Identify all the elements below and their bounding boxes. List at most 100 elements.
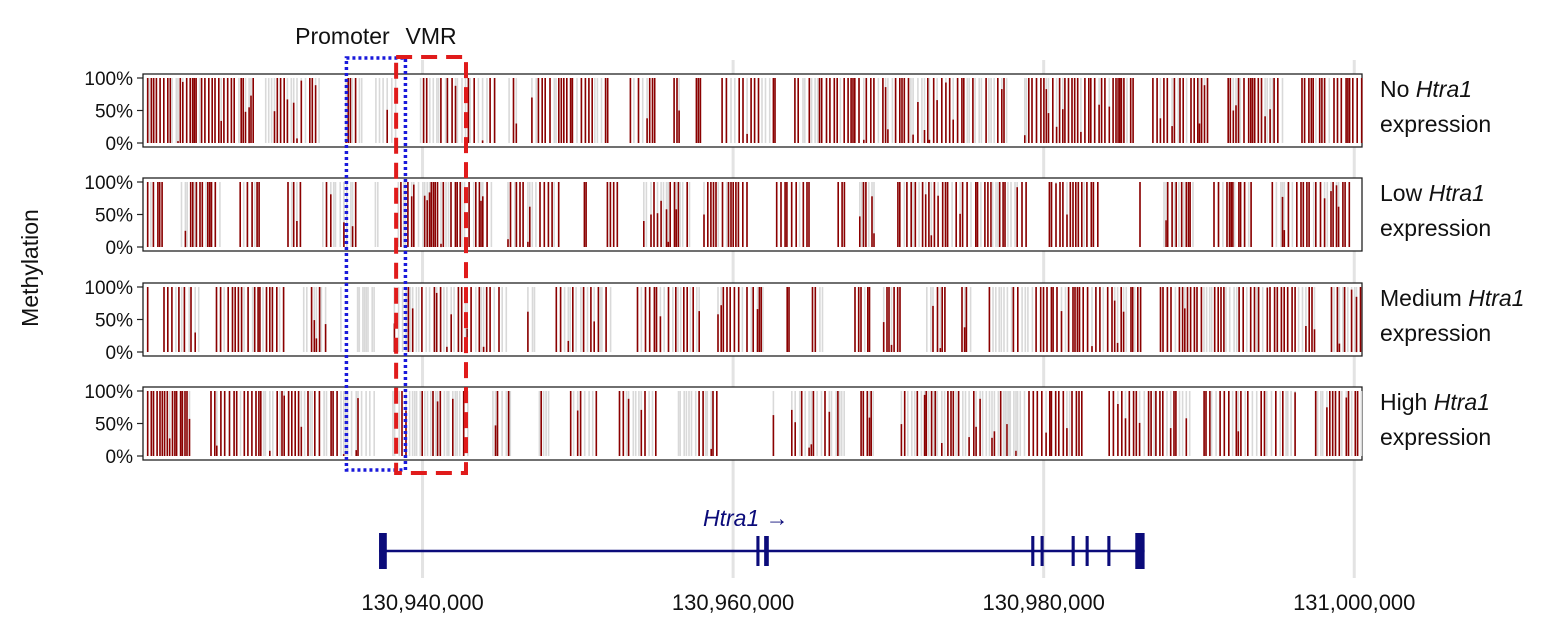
cpg-site-bar bbox=[410, 196, 413, 247]
cpg-site-bar bbox=[906, 182, 908, 247]
cpg-site-bg bbox=[991, 182, 994, 247]
cpg-site-bar bbox=[1045, 432, 1047, 456]
cpg-site-bar bbox=[281, 391, 283, 456]
cpg-site-bar bbox=[1170, 287, 1172, 352]
cpg-site-bar bbox=[146, 391, 149, 456]
cpg-site-bar bbox=[167, 78, 169, 143]
cpg-site-bg bbox=[1055, 78, 1058, 143]
cpg-site-bar bbox=[1330, 191, 1332, 247]
cpg-site-bar bbox=[1159, 118, 1162, 143]
cpg-site-bar bbox=[1263, 391, 1266, 456]
cpg-site-bar bbox=[430, 182, 433, 247]
cpg-site-bar bbox=[1193, 78, 1195, 143]
cpg-site-bar bbox=[1166, 287, 1169, 352]
cpg-site-bar bbox=[1021, 182, 1023, 247]
cpg-site-bar bbox=[456, 182, 458, 247]
cpg-site-bg bbox=[1003, 287, 1005, 352]
cpg-site-bg bbox=[1007, 182, 1009, 247]
cpg-site-bg bbox=[262, 391, 265, 456]
cpg-site-bg bbox=[696, 287, 698, 352]
cpg-site-bar bbox=[818, 78, 821, 143]
cpg-site-bar bbox=[482, 196, 484, 247]
cpg-site-bg bbox=[980, 78, 983, 143]
cpg-site-bar bbox=[343, 222, 345, 247]
cpg-site-bar bbox=[184, 391, 186, 456]
cpg-site-bg bbox=[993, 78, 995, 143]
cpg-site-bar bbox=[436, 401, 439, 456]
cpg-site-bg bbox=[448, 391, 450, 456]
cpg-site-bg bbox=[325, 391, 328, 456]
cpg-site-bg bbox=[253, 182, 256, 247]
cpg-site-bar bbox=[167, 287, 169, 352]
cpg-site-bar bbox=[1200, 287, 1203, 352]
cpg-site-bar bbox=[753, 78, 756, 143]
cpg-site-bar bbox=[1086, 287, 1089, 352]
cpg-site-bar bbox=[296, 221, 298, 247]
cpg-site-bg bbox=[1316, 391, 1319, 456]
cpg-site-bar bbox=[509, 182, 512, 247]
cpg-site-bar bbox=[1066, 214, 1068, 247]
cpg-site-bar bbox=[454, 85, 457, 143]
cpg-site-bar bbox=[1163, 78, 1165, 143]
cpg-site-bg bbox=[1010, 182, 1012, 247]
cpg-site-bar bbox=[576, 410, 579, 456]
cpg-site-bar bbox=[169, 78, 172, 143]
cpg-site-bg bbox=[798, 182, 801, 247]
cpg-site-bar bbox=[606, 78, 609, 143]
cpg-site-bar bbox=[1074, 287, 1076, 352]
cpg-site-bg bbox=[480, 287, 483, 352]
cpg-site-bar bbox=[1123, 78, 1125, 143]
cpg-site-bar bbox=[1086, 182, 1088, 247]
cpg-site-bg bbox=[555, 78, 557, 143]
cpg-site-bar bbox=[1355, 296, 1358, 353]
cpg-site-bg bbox=[1353, 287, 1356, 352]
cpg-site-bg bbox=[1198, 78, 1201, 143]
cpg-site-bar bbox=[1166, 182, 1169, 247]
cpg-site-bg bbox=[706, 391, 709, 456]
cpg-site-bar bbox=[715, 182, 717, 247]
cpg-site-bg bbox=[689, 287, 692, 352]
cpg-site-bar bbox=[1122, 311, 1125, 352]
cpg-site-bar bbox=[1227, 78, 1229, 143]
cpg-site-bg bbox=[1266, 391, 1268, 456]
cpg-site-bar bbox=[742, 78, 744, 143]
cpg-site-bg bbox=[445, 182, 447, 247]
cpg-site-bar bbox=[1066, 428, 1068, 456]
cpg-site-bar bbox=[1099, 287, 1101, 352]
cpg-site-bar bbox=[421, 287, 423, 352]
cpg-site-bg bbox=[1237, 391, 1240, 456]
cpg-site-bg bbox=[978, 78, 980, 143]
cpg-site-bg bbox=[443, 287, 445, 352]
x-tick-label: 130,980,000 bbox=[982, 590, 1104, 615]
cpg-site-bar bbox=[199, 182, 201, 247]
cpg-site-bg bbox=[860, 182, 863, 247]
cpg-site-bar bbox=[558, 78, 560, 143]
cpg-site-bg bbox=[677, 287, 679, 352]
cpg-site-bar bbox=[1106, 287, 1109, 352]
cpg-site-bg bbox=[273, 78, 276, 143]
cpg-site-bar bbox=[191, 78, 194, 143]
cpg-site-bar bbox=[243, 391, 246, 456]
cpg-site-bg bbox=[891, 78, 894, 143]
cpg-site-bar bbox=[854, 287, 856, 352]
cpg-site-bar bbox=[1253, 78, 1256, 143]
cpg-site-bar bbox=[1035, 287, 1037, 352]
cpg-site-bar bbox=[604, 78, 607, 143]
cpg-site-bar bbox=[811, 287, 814, 352]
cpg-site-bg bbox=[810, 78, 813, 143]
cpg-site-bg bbox=[430, 391, 432, 456]
cpg-site-bar bbox=[425, 78, 428, 143]
cpg-site-bar bbox=[985, 78, 987, 143]
cpg-site-bar bbox=[907, 78, 910, 143]
cpg-site-bar bbox=[730, 182, 732, 247]
cpg-site-bar bbox=[1082, 287, 1084, 352]
cpg-site-bg bbox=[912, 78, 914, 143]
cpg-site-bg bbox=[1312, 182, 1315, 247]
cpg-site-bar bbox=[208, 182, 211, 247]
cpg-site-bar bbox=[1130, 287, 1132, 352]
cpg-site-bar bbox=[955, 182, 957, 247]
cpg-site-bar bbox=[478, 182, 481, 247]
cpg-site-bar bbox=[1219, 391, 1221, 456]
cpg-site-bar bbox=[673, 78, 675, 143]
cpg-site-bg bbox=[1256, 287, 1258, 352]
